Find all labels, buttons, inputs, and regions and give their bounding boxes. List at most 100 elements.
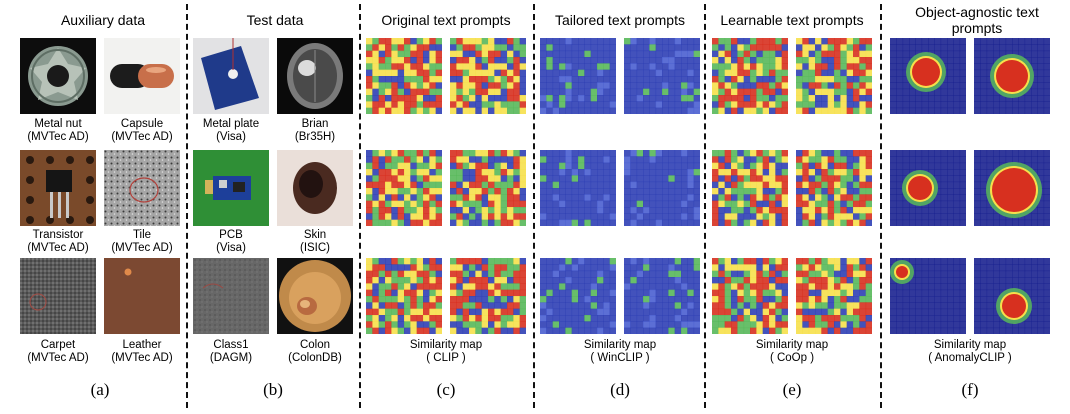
heatmap-winclip-skin [624, 150, 700, 226]
heatmap-winclip-pcb [540, 150, 616, 226]
separator-2 [359, 4, 361, 408]
panel-label-d: (d) [610, 380, 630, 399]
heatmap-anomalyclip-class1 [890, 258, 966, 334]
caption-source: (MVTec AD) [27, 131, 89, 143]
image-capsule [104, 38, 180, 114]
separator-4 [704, 4, 706, 408]
caption-capsule: Capsule (MVTec AD) [87, 118, 197, 144]
heatmap-clip-pcb [366, 150, 442, 226]
caption-name: Class1 [213, 339, 249, 351]
panel-label-b: (b) [263, 380, 283, 399]
image-colon [277, 258, 353, 334]
heatmap-anomalyclip-metal-plate [890, 38, 966, 114]
similarity-caption-method: ( CoOp ) [769, 352, 815, 364]
caption-name: Metal nut [34, 118, 82, 130]
heatmap-coop-pcb [712, 150, 788, 226]
caption-metal-plate: Metal plate (Visa) [176, 118, 286, 144]
caption-pcb: PCB (Visa) [176, 229, 286, 255]
header-auxiliary-data: Auxiliary data [60, 12, 146, 28]
caption-name: Transistor [32, 229, 84, 241]
heatmap-coop-brain [796, 38, 872, 114]
caption-source: (DAGM) [209, 352, 253, 364]
similarity-caption-title: Similarity map [583, 339, 657, 351]
image-brain [277, 38, 353, 114]
caption-brain: Brian (Br35H) [260, 118, 370, 144]
similarity-caption-winclip: Similarity map ( WinCLIP ) [565, 339, 675, 365]
heatmap-winclip-colon [624, 258, 700, 334]
caption-name: Metal plate [202, 118, 260, 130]
caption-name: Tile [132, 229, 152, 241]
image-metal-plate [193, 38, 269, 114]
heatmap-coop-colon [796, 258, 872, 334]
similarity-caption-title: Similarity map [755, 339, 829, 351]
heatmap-clip-skin [450, 150, 526, 226]
heatmap-clip-brain [450, 38, 526, 114]
caption-name: Leather [122, 339, 162, 351]
heatmap-coop-metal-plate [712, 38, 788, 114]
heatmap-anomalyclip-brain [974, 38, 1050, 114]
image-transistor [20, 150, 96, 226]
similarity-caption-method: ( WinCLIP ) [590, 352, 650, 364]
similarity-caption-title: Similarity map [409, 339, 483, 351]
image-metal-nut [20, 38, 96, 114]
heatmap-clip-class1 [366, 258, 442, 334]
caption-colon: Colon (ColonDB) [260, 339, 370, 365]
caption-tile: Tile (MVTec AD) [87, 229, 197, 255]
heatmap-winclip-class1 [540, 258, 616, 334]
similarity-caption-coop: Similarity map ( CoOp ) [737, 339, 847, 365]
heatmap-clip-metal-plate [366, 38, 442, 114]
caption-source: (Visa) [216, 131, 246, 143]
image-skin [277, 150, 353, 226]
header-original-prompts: Original text prompts [381, 12, 511, 28]
heatmap-coop-class1 [712, 258, 788, 334]
caption-leather: Leather (MVTec AD) [87, 339, 197, 365]
image-class1 [193, 258, 269, 334]
heatmap-winclip-brain [624, 38, 700, 114]
caption-carpet: Carpet (MVTec AD) [3, 339, 113, 365]
header-tailored-prompts: Tailored text prompts [555, 12, 685, 28]
similarity-caption-anomalyclip: Similarity map ( AnomalyCLIP ) [915, 339, 1025, 365]
caption-metal-nut: Metal nut (MVTec AD) [3, 118, 113, 144]
image-pcb [193, 150, 269, 226]
caption-source: (Br35H) [294, 131, 336, 143]
similarity-caption-method: ( CLIP ) [426, 352, 466, 364]
caption-transistor: Transistor (MVTec AD) [3, 229, 113, 255]
caption-name: Capsule [120, 118, 164, 130]
caption-source: (Visa) [216, 242, 246, 254]
caption-name: PCB [219, 229, 243, 241]
caption-source: (ColonDB) [288, 352, 342, 364]
separator-1 [186, 4, 188, 408]
separator-5 [880, 4, 882, 408]
caption-source: (MVTec AD) [111, 242, 173, 254]
image-leather [104, 258, 180, 334]
heatmap-anomalyclip-colon [974, 258, 1050, 334]
header-object-agnostic-line1: Object-agnostic text [915, 4, 1039, 20]
similarity-caption-method: ( AnomalyCLIP ) [928, 352, 1012, 364]
panel-label-f: (f) [961, 380, 979, 399]
heatmap-anomalyclip-pcb [890, 150, 966, 226]
heatmap-anomalyclip-skin [974, 150, 1050, 226]
caption-source: (MVTec AD) [111, 131, 173, 143]
heatmap-coop-skin [796, 150, 872, 226]
image-tile [104, 150, 180, 226]
caption-name: Colon [299, 339, 331, 351]
separator-3 [533, 4, 535, 408]
caption-skin: Skin (ISIC) [260, 229, 370, 255]
header-test-data: Test data [246, 12, 304, 28]
header-learnable-prompts: Learnable text prompts [720, 12, 864, 28]
caption-name: Brian [301, 118, 329, 130]
caption-source: (ISIC) [299, 242, 331, 254]
caption-class1: Class1 (DAGM) [176, 339, 286, 365]
caption-name: Carpet [40, 339, 76, 351]
header-object-agnostic-line2: prompts [951, 20, 1003, 36]
caption-name: Skin [303, 229, 327, 241]
similarity-caption-title: Similarity map [933, 339, 1007, 351]
panel-label-e: (e) [782, 380, 802, 399]
similarity-caption-clip: Similarity map ( CLIP ) [391, 339, 501, 365]
caption-source: (MVTec AD) [27, 352, 89, 364]
panel-label-a: (a) [90, 380, 110, 399]
image-carpet [20, 258, 96, 334]
caption-source: (MVTec AD) [27, 242, 89, 254]
heatmap-clip-colon [450, 258, 526, 334]
panel-label-c: (c) [436, 380, 456, 399]
